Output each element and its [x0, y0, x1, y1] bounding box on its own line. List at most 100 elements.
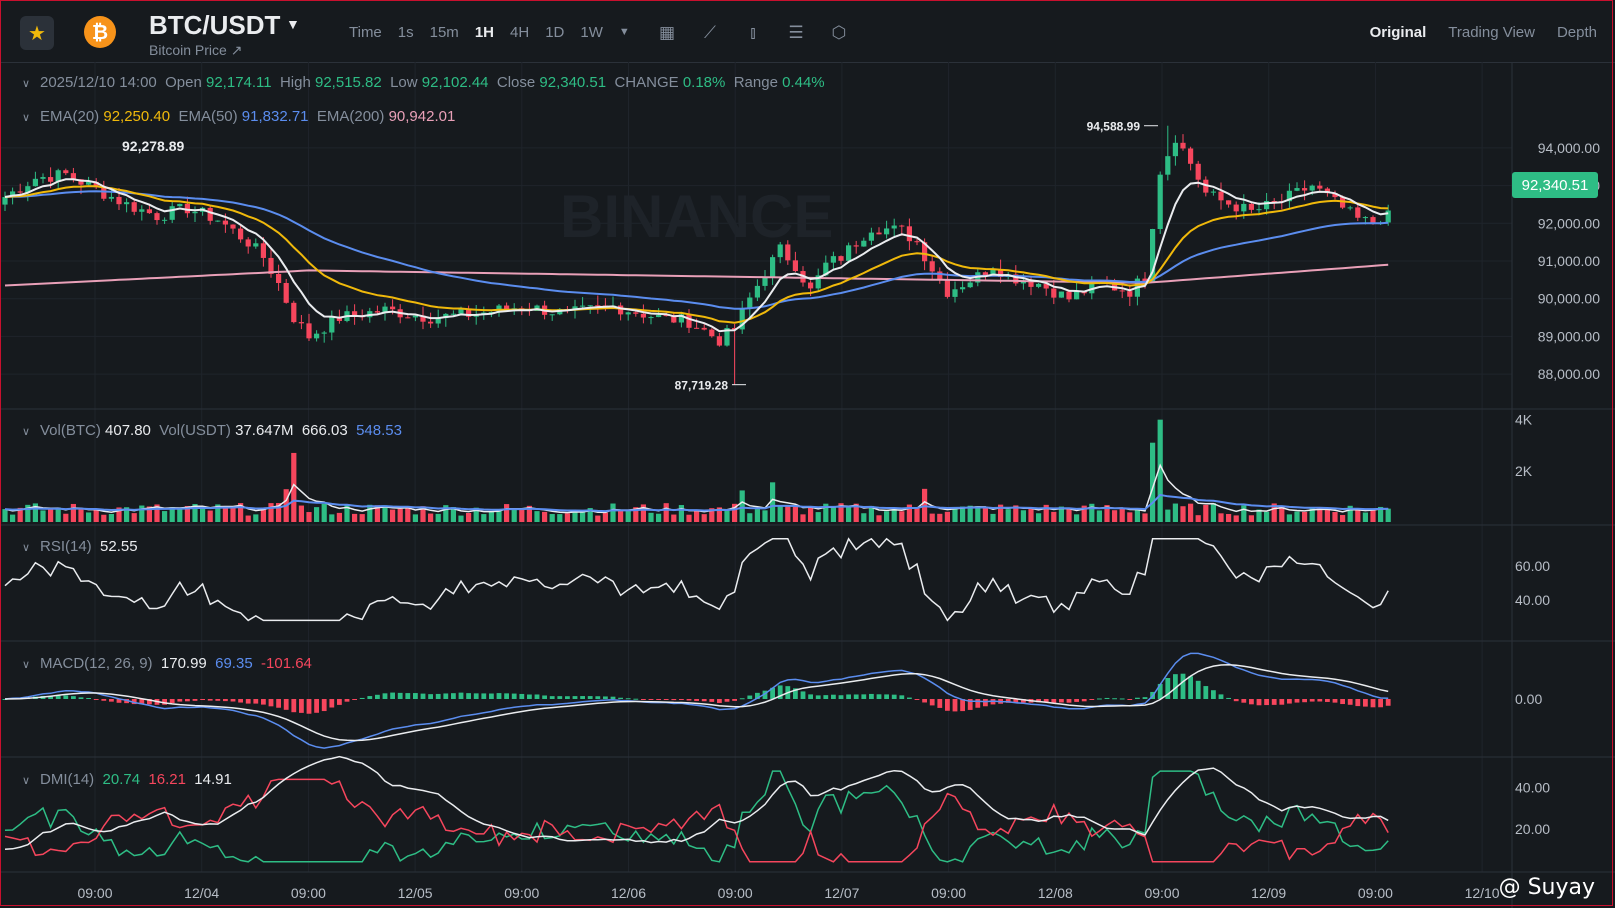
macd-histogram-bar	[101, 699, 107, 701]
candle-body	[747, 297, 753, 309]
macd-histogram-bar	[1264, 699, 1269, 706]
candle-body	[253, 243, 259, 247]
macd-histogram-bar	[808, 694, 813, 699]
macd-histogram-bar	[595, 696, 601, 699]
macd-histogram-bar	[435, 693, 441, 699]
chevron-down-icon[interactable]: ∨	[22, 111, 31, 124]
star-icon[interactable]: ★	[20, 16, 54, 50]
volume-bar	[694, 510, 700, 522]
candle-body	[314, 333, 320, 339]
volume-bar	[1074, 514, 1080, 522]
macd-histogram-bar	[245, 699, 251, 704]
candle-body	[625, 312, 631, 315]
macd-histogram-bar	[679, 699, 684, 700]
candle-body	[101, 187, 107, 199]
hexagon-settings-icon[interactable]: ⬡	[831, 23, 847, 43]
volume-bar	[823, 503, 829, 522]
volume-bar	[298, 505, 304, 522]
macd-histogram-bar	[481, 693, 487, 699]
macd-histogram-bar	[1180, 673, 1186, 699]
candle-body	[1036, 283, 1042, 287]
volume-bar	[55, 507, 61, 522]
line-chart-icon[interactable]: ⟋	[704, 23, 716, 43]
candle-body	[32, 178, 38, 187]
volume-bar	[86, 512, 92, 522]
macd-histogram-bar	[268, 699, 274, 707]
candle-body	[382, 306, 388, 313]
dmi-tick-label: 20.00	[1515, 821, 1550, 837]
chevron-down-icon[interactable]: ∨	[22, 658, 31, 671]
interval-1d[interactable]: 1D	[545, 24, 565, 41]
volume-bar	[1112, 510, 1118, 522]
volume-bar	[116, 507, 122, 522]
chart-canvas[interactable]: BINANCE 94,588.99 87,719.28 92,278.89 94,000…	[0, 62, 1615, 908]
macd-histogram-bar	[580, 696, 585, 699]
close-value: 92,340.51	[539, 74, 607, 91]
macd-histogram-bar	[823, 695, 829, 699]
tab-original[interactable]: Original	[1369, 24, 1427, 41]
chevron-down-icon[interactable]: ∨	[22, 774, 31, 787]
interval-1s[interactable]: 1s	[397, 24, 414, 41]
interval-more-icon[interactable]: ▼	[618, 26, 630, 38]
volume-bar	[162, 511, 168, 522]
macd-histogram-bar	[572, 696, 578, 699]
dmi-tick-label: 40.00	[1515, 780, 1550, 796]
interval-4h[interactable]: 4H	[510, 24, 530, 41]
candle-body	[580, 305, 586, 307]
volume-bar	[184, 505, 190, 522]
macd-histogram-bar	[390, 692, 395, 699]
candle-type-icon[interactable]: ⫾	[750, 23, 756, 43]
interval-1w[interactable]: 1W	[580, 24, 603, 41]
time-axis-label: 09:00	[1358, 885, 1393, 901]
chevron-down-icon[interactable]: ∨	[22, 77, 31, 90]
candle-body	[1203, 179, 1209, 193]
volume-bar	[542, 511, 548, 522]
interval-15m[interactable]: 15m	[429, 24, 459, 41]
macd-histogram-bar	[1256, 699, 1262, 706]
macd-histogram-bar	[291, 699, 297, 713]
volume-tick-label: 4K	[1515, 412, 1533, 428]
volume-bar	[1370, 508, 1376, 522]
interval-time[interactable]: Time	[349, 24, 382, 41]
macd-histogram-bar	[1066, 699, 1072, 703]
macd-histogram-bar	[838, 695, 844, 699]
interval-1h[interactable]: 1H	[474, 24, 494, 41]
candle-body	[785, 244, 791, 261]
candle-body	[701, 327, 707, 330]
indicator-settings-icon[interactable]: ☰	[788, 23, 804, 43]
volume-bar	[656, 513, 662, 522]
volume-bar	[1058, 506, 1064, 522]
chevron-down-icon[interactable]: ∨	[22, 541, 31, 554]
chevron-down-icon[interactable]: ▼	[286, 16, 300, 32]
ohlc-date: 2025/12/10 14:00	[40, 74, 157, 91]
calendar-icon[interactable]: ▦	[658, 23, 676, 43]
pair-subtitle[interactable]: Bitcoin Price ↗	[149, 42, 243, 58]
volume-bar	[747, 513, 753, 522]
chevron-down-icon[interactable]: ∨	[22, 425, 31, 438]
volume-bar	[1302, 511, 1308, 522]
candle-body	[777, 244, 783, 258]
candle-body	[17, 191, 23, 193]
macd-histogram-bar	[633, 698, 639, 700]
tab-depth[interactable]: Depth	[1556, 24, 1597, 41]
volume-bar	[1036, 513, 1042, 522]
macd-histogram-bar	[610, 696, 616, 699]
price-tick-label: 92,000.00	[1538, 215, 1600, 231]
macd-histogram-bar	[717, 699, 722, 703]
macd-histogram-bar	[1370, 699, 1376, 708]
pair-title[interactable]: BTC/USDT	[149, 10, 281, 40]
candle-body	[1324, 188, 1330, 194]
macd-dif-line	[4, 652, 1389, 749]
tab-trading-view[interactable]: Trading View	[1448, 24, 1535, 41]
volume-bar	[268, 503, 274, 522]
macd-histogram-bar	[420, 693, 426, 699]
macd-histogram-bar	[656, 699, 661, 700]
vol-btc-value: 407.80	[105, 422, 151, 439]
candle-body	[488, 312, 494, 314]
candle-body	[1210, 191, 1216, 193]
range-value: 0.44%	[782, 74, 825, 91]
time-axis-label: 12/10	[1465, 885, 1500, 901]
candle-body	[587, 305, 593, 307]
volume-bar	[260, 507, 266, 522]
volume-bar	[78, 508, 84, 522]
